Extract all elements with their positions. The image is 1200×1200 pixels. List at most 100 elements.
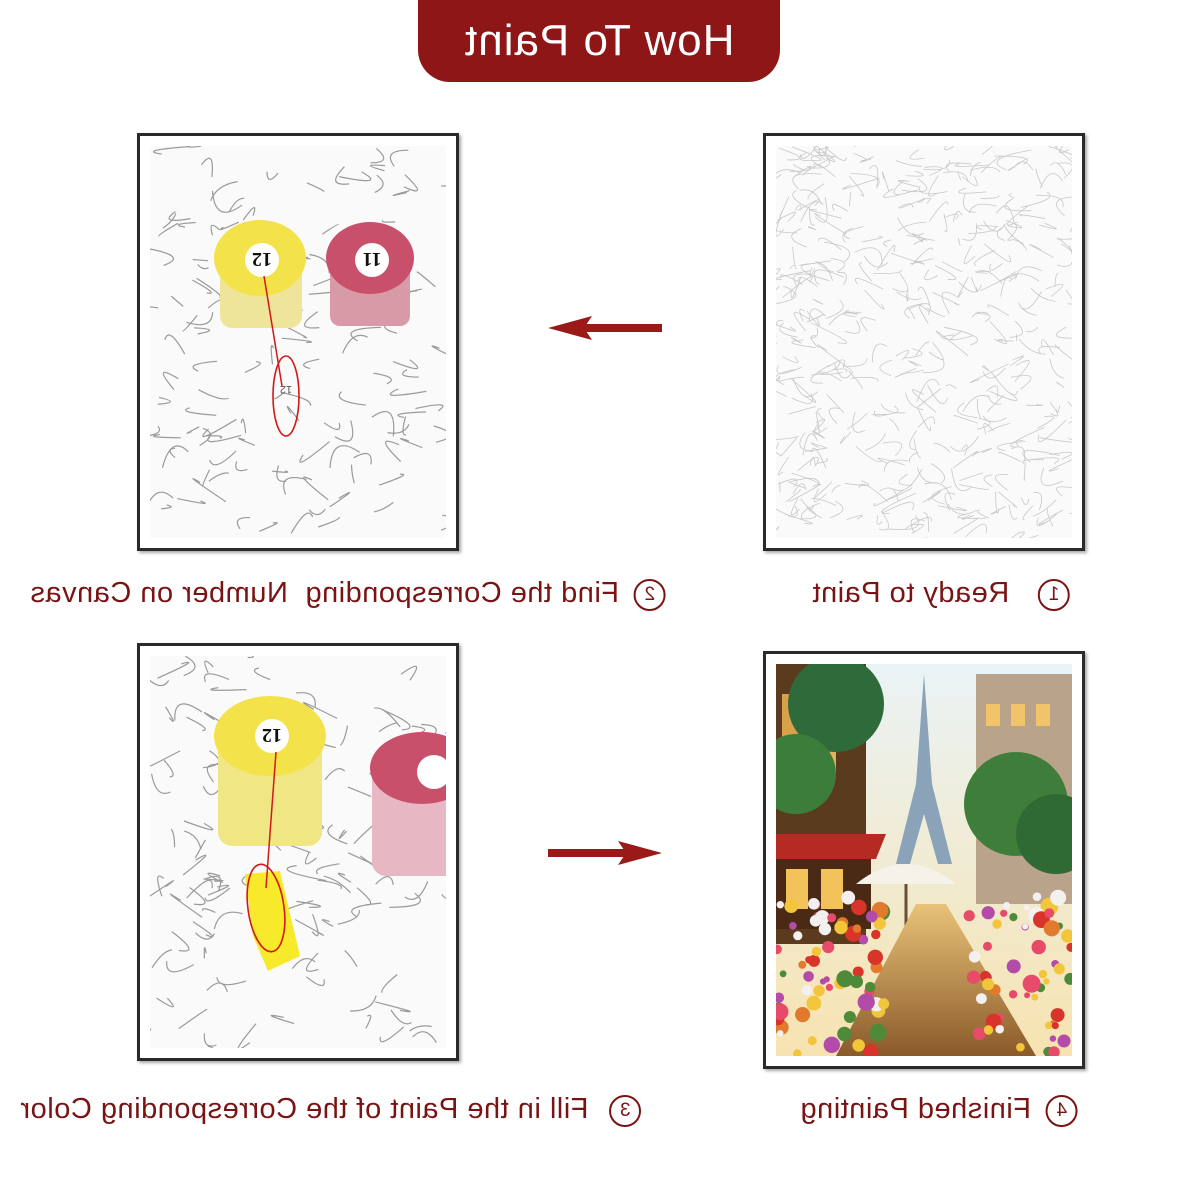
outline-stroke (389, 149, 409, 167)
outline-stroke (963, 245, 976, 265)
outline-stroke (204, 887, 231, 902)
outline-stroke (924, 166, 943, 176)
outline-stroke (897, 217, 924, 236)
outline-stroke (276, 465, 287, 482)
outline-stroke (296, 692, 316, 707)
outline-stroke (329, 491, 351, 508)
outline-stroke (306, 182, 325, 192)
outline-stroke (810, 322, 848, 344)
outline-stroke (987, 394, 1002, 405)
outline-stroke (375, 1001, 411, 1013)
outline-stroke (283, 476, 307, 495)
outline-stroke (800, 201, 824, 222)
flower-blob (1031, 939, 1046, 955)
outline-stroke (370, 147, 385, 164)
outline-stroke (788, 515, 813, 525)
outline-stroke (792, 377, 819, 397)
outline-stroke (1056, 238, 1072, 240)
outline-stroke (824, 241, 850, 263)
outline-stroke (776, 324, 796, 332)
outline-stroke (801, 502, 820, 519)
outline-stroke (157, 396, 171, 405)
flower-blob (1043, 978, 1050, 985)
outline-stroke (779, 196, 790, 218)
outline-stroke (815, 411, 820, 433)
outline-stroke (1046, 283, 1064, 297)
outline-stroke (1070, 227, 1072, 233)
outline-stroke (976, 225, 999, 230)
outline-stroke (302, 702, 338, 719)
outline-stroke (156, 997, 174, 1008)
outline-stroke (1067, 401, 1072, 407)
outline-stroke (790, 477, 820, 485)
outline-stroke (897, 203, 914, 209)
outline-stroke (777, 456, 789, 476)
outline-stroke (1055, 326, 1072, 339)
outline-stroke (934, 265, 957, 281)
outline-stroke (776, 369, 796, 386)
outline-stroke (189, 887, 206, 906)
outline-stroke (1021, 497, 1030, 505)
outline-stroke (440, 514, 446, 531)
outline-stroke (792, 246, 795, 265)
flower-blob (1057, 1034, 1071, 1048)
outline-stroke (791, 146, 822, 160)
outline-stroke (1004, 198, 1032, 212)
outline-stroke (962, 223, 977, 241)
pink-paint-pot: 11 (326, 222, 414, 326)
outline-stroke (338, 171, 372, 182)
outline-stroke (882, 441, 903, 456)
flower-blob (1049, 1035, 1057, 1042)
outline-stroke (299, 441, 330, 463)
outline-stroke (1018, 338, 1046, 355)
outline-stroke (813, 146, 827, 154)
outline-stroke (933, 442, 951, 453)
outline-stroke (813, 146, 830, 151)
outline-stroke (286, 865, 327, 882)
outline-stroke (776, 505, 798, 517)
outline-stroke (1010, 427, 1045, 448)
flower-blob (873, 917, 886, 930)
outline-stroke (854, 278, 884, 290)
outline-stroke (1038, 509, 1063, 525)
yellow-paint-pot: 12 (214, 220, 306, 328)
outline-stroke (880, 403, 906, 414)
flower-blob (795, 1007, 811, 1023)
outline-stroke (182, 854, 207, 876)
outline-stroke (986, 385, 999, 398)
outline-stroke (937, 505, 967, 512)
outline-stroke (1039, 437, 1072, 443)
outline-stroke (916, 378, 940, 403)
outline-stroke (327, 824, 348, 845)
outline-stroke (788, 406, 817, 415)
outline-stroke (194, 839, 206, 859)
outline-stroke (1035, 168, 1043, 188)
outline-stroke (799, 432, 814, 452)
outline-stroke (431, 345, 446, 355)
outline-stroke (350, 464, 355, 484)
flower-blob (798, 960, 807, 969)
outline-stroke (213, 911, 243, 930)
step-4-number: 4 (1045, 1094, 1078, 1127)
flower-blob (1051, 1022, 1059, 1030)
flower-blob (836, 970, 854, 988)
flower-blob (789, 922, 797, 930)
outline-stroke (982, 367, 1006, 379)
outline-stroke (901, 178, 928, 193)
outline-stroke (351, 902, 382, 918)
outline-stroke (818, 237, 842, 251)
outline-stroke (270, 344, 275, 365)
outline-stroke (203, 673, 230, 683)
outline-stroke (930, 463, 945, 484)
outline-stroke (216, 977, 247, 986)
flower-blob (1048, 1046, 1060, 1056)
outline-stroke (1040, 467, 1064, 486)
outline-stroke (995, 205, 1015, 224)
outline-stroke (864, 433, 886, 451)
step-1-caption: 1 Ready to Paint (812, 574, 1076, 614)
outline-stroke (961, 444, 968, 456)
outline-stroke (203, 947, 207, 959)
outline-stroke (894, 368, 917, 378)
outline-stroke (1056, 486, 1072, 497)
outline-stroke (150, 425, 161, 436)
